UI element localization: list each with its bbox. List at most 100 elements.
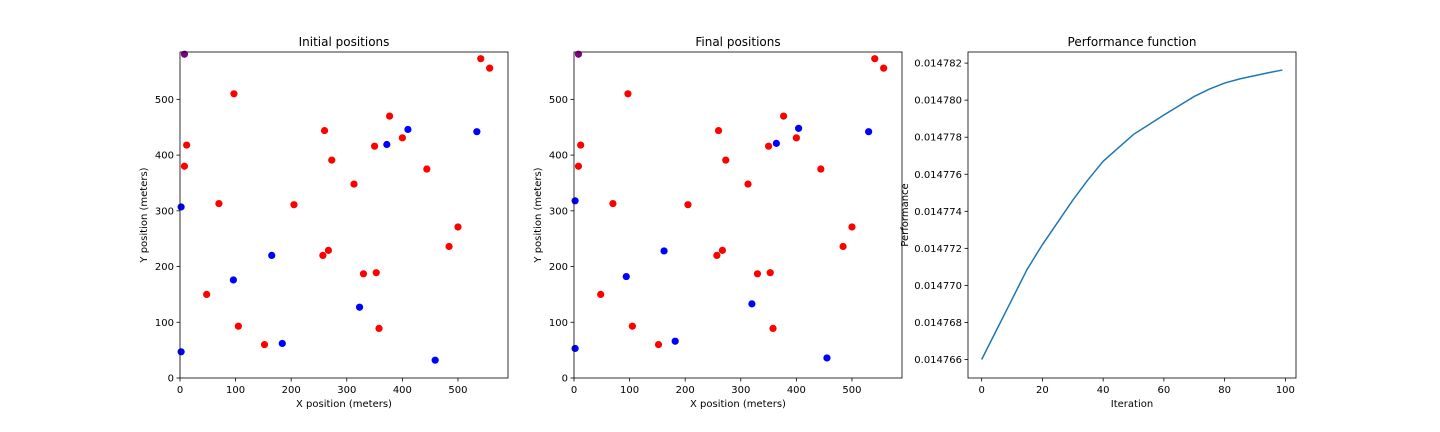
final-positions-point-red-7: [684, 201, 692, 209]
final-positions-xtick-label: 0: [571, 385, 577, 396]
initial-positions-point-red-18: [486, 64, 494, 72]
performance-ytick-label: 0.014770: [914, 281, 962, 292]
performance-ytick-label: 0.014768: [914, 318, 962, 329]
initial-positions-point-red-7: [290, 201, 298, 209]
final-positions-plot: 0 100 200 300 400 500 0 100 200 300 400 500 Final po…: [533, 35, 903, 410]
performance-ylabel: Performance: [900, 183, 911, 246]
final-positions-point-red-20: [713, 251, 721, 259]
initial-positions-axes-frame: [179, 51, 509, 379]
final-positions-point-red-5: [628, 322, 636, 330]
final-positions-ylabel: Y position (meters): [533, 167, 544, 263]
final-positions-ytick-label: 0: [562, 374, 568, 385]
final-positions-point-red-10: [744, 180, 752, 188]
initial-positions-xtick-label: 100: [226, 385, 245, 396]
final-positions-xtick-label: 300: [731, 385, 750, 396]
initial-positions-point-red-17: [477, 55, 485, 63]
performance-xtick-label: 100: [1276, 385, 1295, 396]
final-positions-ytick-label: 300: [549, 206, 568, 217]
performance-ytick-label: 0.014780: [914, 96, 962, 107]
final-positions-xtick-label: 100: [620, 385, 639, 396]
performance-function-plot: 0 20 40 60 80 100 0.014766 0.014768 0.014770 0.01…: [900, 35, 1297, 410]
performance-ytick-label: 0.014774: [914, 207, 962, 218]
final-positions-point-red-19: [718, 246, 727, 254]
final-positions-point-blue-9: [823, 354, 831, 362]
initial-positions-point-red-14: [423, 165, 431, 173]
initial-positions-point-blue-3: [268, 251, 276, 259]
performance-axes-frame: [967, 51, 1297, 379]
initial-positions-point-blue-7: [404, 125, 412, 134]
final-positions-ytick-label: 400: [549, 151, 568, 162]
final-positions-point-red-0: [577, 141, 585, 149]
initial-positions-point-red-0: [183, 141, 191, 149]
initial-positions-point-purple-0: [180, 50, 189, 58]
initial-positions-ylabel: Y position (meters): [139, 167, 150, 263]
final-positions-xtick-label: 400: [787, 385, 806, 396]
performance-xtick-label: 60: [1158, 385, 1171, 396]
initial-positions-point-blue-5: [355, 303, 364, 311]
final-positions-point-red-2: [624, 90, 632, 98]
final-positions-point-red-18: [880, 64, 888, 72]
final-positions-point-red-23: [769, 324, 777, 332]
initial-positions-point-blue-1: [177, 348, 185, 356]
final-positions-ytick-label: 500: [549, 95, 568, 106]
initial-positions-point-red-4: [203, 290, 211, 299]
initial-positions-ytick-label: 200: [155, 262, 174, 273]
final-positions-point-red-15: [848, 223, 856, 231]
initial-positions-ytick-label: 500: [155, 95, 174, 106]
final-positions-point-blue-3: [660, 247, 668, 255]
initial-positions-point-red-1: [180, 162, 189, 170]
final-positions-point-blue-8: [865, 128, 873, 136]
final-positions-xtick-label: 200: [676, 385, 695, 396]
final-positions-point-red-16: [839, 242, 847, 251]
final-positions-ytick-label: 200: [549, 262, 568, 273]
final-positions-xtick-label: 500: [842, 385, 861, 396]
initial-positions-xtick-label: 300: [337, 385, 356, 396]
performance-series-line: [981, 69, 1283, 360]
final-positions-title: Final positions: [695, 35, 780, 49]
final-positions-point-blue-1: [571, 344, 579, 353]
initial-positions-point-red-11: [370, 142, 379, 150]
initial-positions-point-red-15: [454, 223, 462, 231]
performance-xtick-label: 40: [1097, 385, 1110, 396]
initial-positions-ytick-label: 100: [155, 318, 174, 329]
performance-xtick-label: 0: [978, 385, 984, 396]
performance-ytick-label: 0.014772: [914, 244, 962, 255]
initial-positions-point-blue-2: [229, 276, 237, 284]
initial-positions-point-red-10: [350, 180, 358, 188]
final-positions-point-blue-7: [795, 124, 803, 132]
initial-positions-point-red-21: [359, 270, 368, 278]
final-positions-point-blue-6: [772, 139, 780, 147]
initial-positions-point-red-6: [260, 340, 269, 349]
performance-title: Performance function: [1068, 35, 1197, 49]
initial-positions-point-red-8: [320, 126, 329, 135]
initial-positions-point-red-2: [230, 90, 238, 98]
performance-xtick-label: 20: [1036, 385, 1049, 396]
initial-positions-title: Initial positions: [299, 35, 390, 49]
final-positions-point-blue-5: [748, 300, 756, 308]
initial-positions-point-red-9: [328, 156, 336, 164]
final-positions-point-blue-4: [671, 337, 679, 345]
final-positions-point-purple-0: [574, 50, 583, 58]
initial-positions-point-red-20: [319, 251, 327, 259]
initial-positions-point-red-5: [234, 322, 242, 330]
initial-positions-ytick-label: 300: [155, 206, 174, 217]
initial-positions-point-blue-4: [278, 339, 286, 348]
final-positions-point-red-21: [753, 270, 762, 278]
final-positions-point-red-12: [779, 112, 788, 120]
initial-positions-point-blue-6: [383, 140, 391, 149]
initial-positions-point-red-3: [215, 199, 223, 208]
final-positions-point-red-13: [792, 134, 800, 142]
performance-ytick-label: 0.014776: [914, 170, 962, 181]
final-positions-point-red-1: [574, 162, 583, 170]
performance-ytick-label: 0.014782: [914, 59, 962, 70]
final-positions-xlabel: X position (meters): [690, 399, 786, 410]
initial-positions-plot: 0 100 200 300 400 500 0 100 200 300 400 500 Initial …: [139, 35, 509, 410]
final-positions-axes-frame: [573, 51, 903, 379]
final-positions-ytick-label: 100: [549, 318, 568, 329]
initial-positions-ytick-label: 400: [155, 151, 174, 162]
initial-positions-point-blue-0: [177, 203, 185, 211]
initial-positions-xlabel: X position (meters): [296, 399, 392, 410]
initial-positions-point-red-19: [324, 246, 333, 254]
performance-xlabel: Iteration: [1111, 399, 1153, 410]
